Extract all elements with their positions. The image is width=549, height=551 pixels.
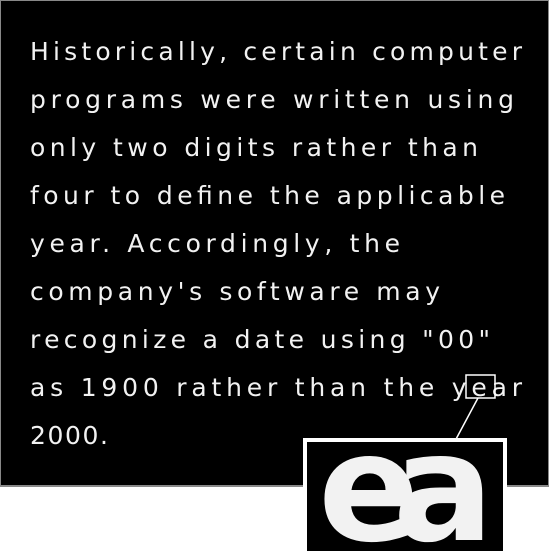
- text-line: 2000.: [30, 421, 108, 450]
- text-line: as 1900 rather than the year: [30, 373, 523, 402]
- zoom-text: ea: [318, 402, 494, 551]
- zoom-marker: [465, 374, 496, 399]
- text-line: year. Accordingly, the: [30, 229, 400, 258]
- zoom-box: [303, 438, 507, 551]
- text-panel: [0, 0, 549, 487]
- text-line: only two digits rather than: [30, 133, 478, 162]
- text-line: recognize a date using "00": [30, 325, 490, 354]
- text-line: programs were written using: [30, 85, 514, 114]
- text-line: Historically, certain computer: [30, 37, 523, 66]
- zoom-content: ea: [318, 402, 494, 551]
- zoom-connector: [454, 397, 479, 442]
